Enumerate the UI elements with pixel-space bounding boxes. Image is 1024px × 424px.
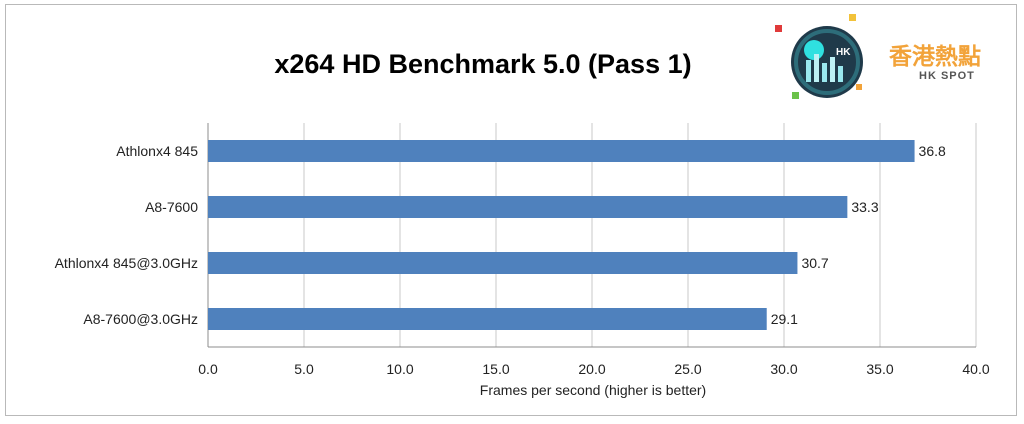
data-label: 36.8 bbox=[919, 143, 946, 159]
x-tick-labels: 0.0 5.0 10.0 15.0 20.0 25.0 30.0 35.0 40.0 bbox=[198, 361, 990, 377]
logo-badge-icon: HK bbox=[775, 14, 863, 99]
data-label: 29.1 bbox=[771, 311, 798, 327]
x-tick-label: 40.0 bbox=[962, 361, 989, 377]
category-label: A8-7600 bbox=[145, 199, 198, 215]
chart-title: x264 HD Benchmark 5.0 (Pass 1) bbox=[274, 49, 691, 79]
x-tick-label: 35.0 bbox=[866, 361, 893, 377]
bar bbox=[208, 252, 798, 274]
bar-chart: x264 HD Benchmark 5.0 (Pass 1) HK 香港熱點 H… bbox=[55, 14, 990, 398]
x-tick-label: 30.0 bbox=[770, 361, 797, 377]
category-label: Athlonx4 845@3.0GHz bbox=[55, 255, 198, 271]
x-axis-label: Frames per second (higher is better) bbox=[480, 382, 706, 398]
data-label: 30.7 bbox=[801, 255, 828, 271]
x-tick-label: 10.0 bbox=[386, 361, 413, 377]
hk-spot-logo: HK 香港熱點 HK SPOT bbox=[775, 14, 981, 99]
bars bbox=[208, 140, 915, 330]
category-label: A8-7600@3.0GHz bbox=[83, 311, 198, 327]
x-tick-label: 5.0 bbox=[294, 361, 314, 377]
x-tick-label: 15.0 bbox=[482, 361, 509, 377]
category-labels: Athlonx4 845 A8-7600 Athlonx4 845@3.0GHz A8… bbox=[55, 143, 199, 327]
chart-frame: x264 HD Benchmark 5.0 (Pass 1) HK 香港熱點 H… bbox=[5, 4, 1017, 416]
logo-badge-text: HK bbox=[836, 47, 851, 58]
x-tick-label: 0.0 bbox=[198, 361, 218, 377]
data-labels: 36.8 33.3 30.7 29.1 bbox=[771, 143, 946, 327]
x-tick-label: 20.0 bbox=[578, 361, 605, 377]
bar bbox=[208, 196, 848, 218]
category-label: Athlonx4 845 bbox=[116, 143, 198, 159]
bar bbox=[208, 140, 915, 162]
data-label: 33.3 bbox=[851, 199, 878, 215]
bar bbox=[208, 308, 767, 330]
x-tick-label: 25.0 bbox=[674, 361, 701, 377]
logo-name-en: HK SPOT bbox=[919, 70, 975, 82]
logo-name-cjk: 香港熱點 bbox=[889, 44, 981, 70]
